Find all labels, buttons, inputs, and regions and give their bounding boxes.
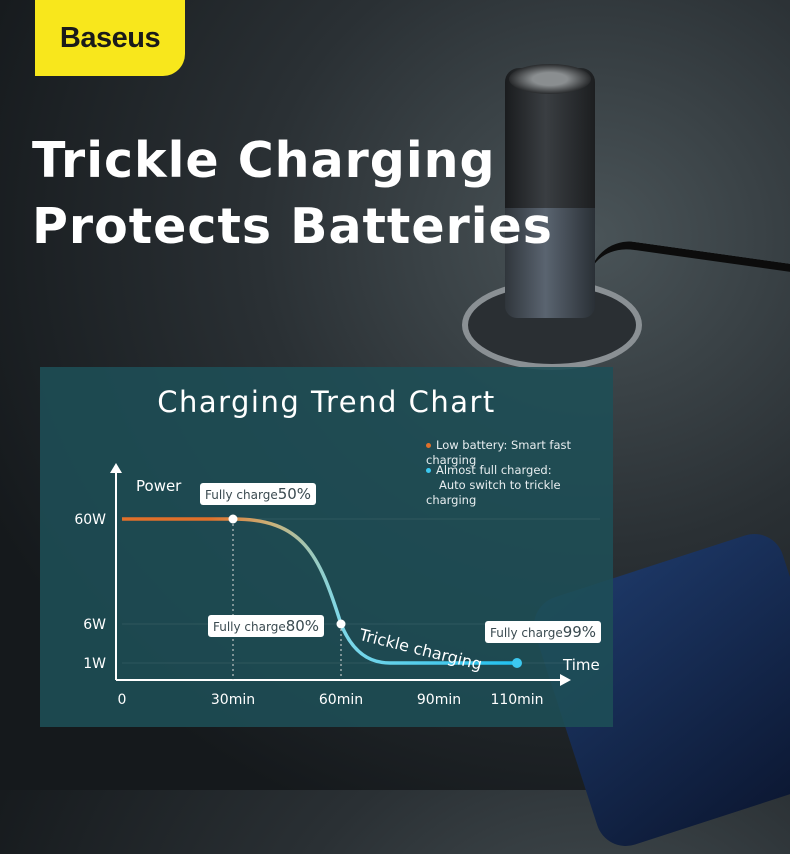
x-tick-label: 60min: [319, 692, 363, 708]
legend-dot-cyan: [426, 468, 431, 473]
y-axis-arrow: [110, 463, 122, 473]
x-tick-label: 30min: [211, 692, 255, 708]
y-tick-label: 1W: [83, 656, 106, 672]
data-point: [336, 619, 346, 629]
callout-99: Fully charge99%: [485, 621, 602, 643]
x-axis-label: Time: [562, 656, 600, 674]
brand-logo: Baseus: [35, 0, 185, 76]
legend-dot-orange: [426, 443, 431, 448]
y-axis-label: Power: [136, 477, 182, 495]
series-line: [122, 517, 517, 665]
x-tick-label: 90min: [417, 692, 461, 708]
headline-line1: Trickle Charging: [32, 132, 496, 189]
callout-80: Fully charge80%: [208, 615, 325, 637]
chart-svg: 0 30min 60min 90min 110min 60W 6W 1W Power Time: [74, 463, 600, 708]
chart-panel: Charging Trend Chart Low battery: Smart …: [40, 367, 613, 727]
headline: Trickle Charging Protects Batteries: [32, 128, 553, 260]
legend-item-trickle: Almost full charged: Auto switch to trick…: [426, 463, 561, 507]
y-tick-label: 60W: [74, 512, 106, 528]
y-tick-label: 6W: [83, 617, 106, 633]
chart-title: Charging Trend Chart: [157, 385, 496, 419]
car-charger-product: [505, 64, 595, 318]
headline-line2: Protects Batteries: [32, 198, 553, 255]
data-point: [512, 658, 522, 668]
data-point: [228, 514, 238, 524]
x-tick-label: 110min: [490, 692, 543, 708]
legend-item-fast: Low battery: Smart fast charging: [426, 438, 572, 467]
callout-50: Fully charge50%: [200, 483, 317, 505]
x-axis-arrow: [560, 674, 571, 686]
x-tick-label: 0: [118, 692, 127, 708]
